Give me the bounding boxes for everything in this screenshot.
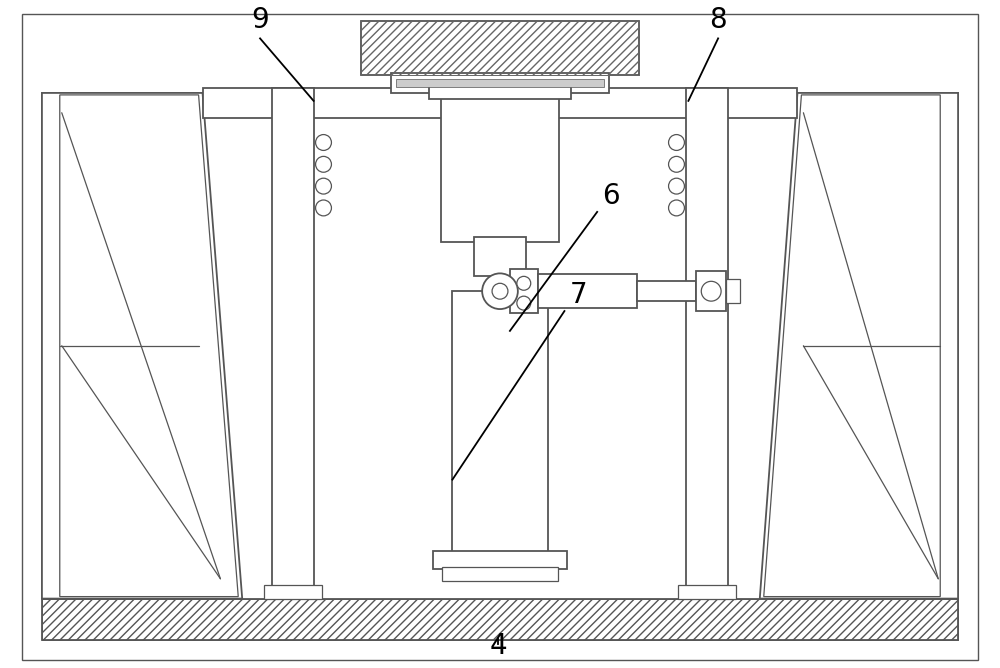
Bar xyxy=(452,291,548,569)
Bar xyxy=(637,281,696,301)
Bar xyxy=(510,269,538,313)
Bar xyxy=(264,584,322,599)
Bar xyxy=(391,73,609,93)
Bar xyxy=(272,88,314,599)
Circle shape xyxy=(669,156,684,172)
Text: 4: 4 xyxy=(489,632,507,660)
Bar xyxy=(42,599,958,640)
Bar xyxy=(726,279,740,303)
Bar xyxy=(433,551,567,569)
Polygon shape xyxy=(42,93,242,599)
Text: 9: 9 xyxy=(251,7,269,35)
Bar xyxy=(538,275,637,308)
Circle shape xyxy=(669,134,684,150)
Circle shape xyxy=(669,200,684,216)
Bar xyxy=(429,85,571,99)
Text: 6: 6 xyxy=(602,182,620,210)
Circle shape xyxy=(492,283,508,299)
Circle shape xyxy=(316,200,331,216)
Bar xyxy=(441,95,559,242)
Bar xyxy=(678,584,736,599)
Bar xyxy=(474,236,526,277)
Circle shape xyxy=(316,156,331,172)
Circle shape xyxy=(316,134,331,150)
Polygon shape xyxy=(760,93,958,599)
Circle shape xyxy=(669,178,684,194)
Circle shape xyxy=(517,296,531,310)
Bar xyxy=(42,599,958,640)
Bar xyxy=(396,79,604,87)
Bar xyxy=(442,567,558,580)
Text: 7: 7 xyxy=(569,281,587,309)
Text: 8: 8 xyxy=(709,7,727,35)
Circle shape xyxy=(482,273,518,309)
Circle shape xyxy=(316,178,331,194)
Circle shape xyxy=(517,277,531,290)
Bar xyxy=(361,21,639,75)
Circle shape xyxy=(701,281,721,301)
Bar xyxy=(696,271,726,311)
Bar xyxy=(203,88,797,118)
Bar xyxy=(361,21,639,75)
Bar xyxy=(686,88,728,599)
